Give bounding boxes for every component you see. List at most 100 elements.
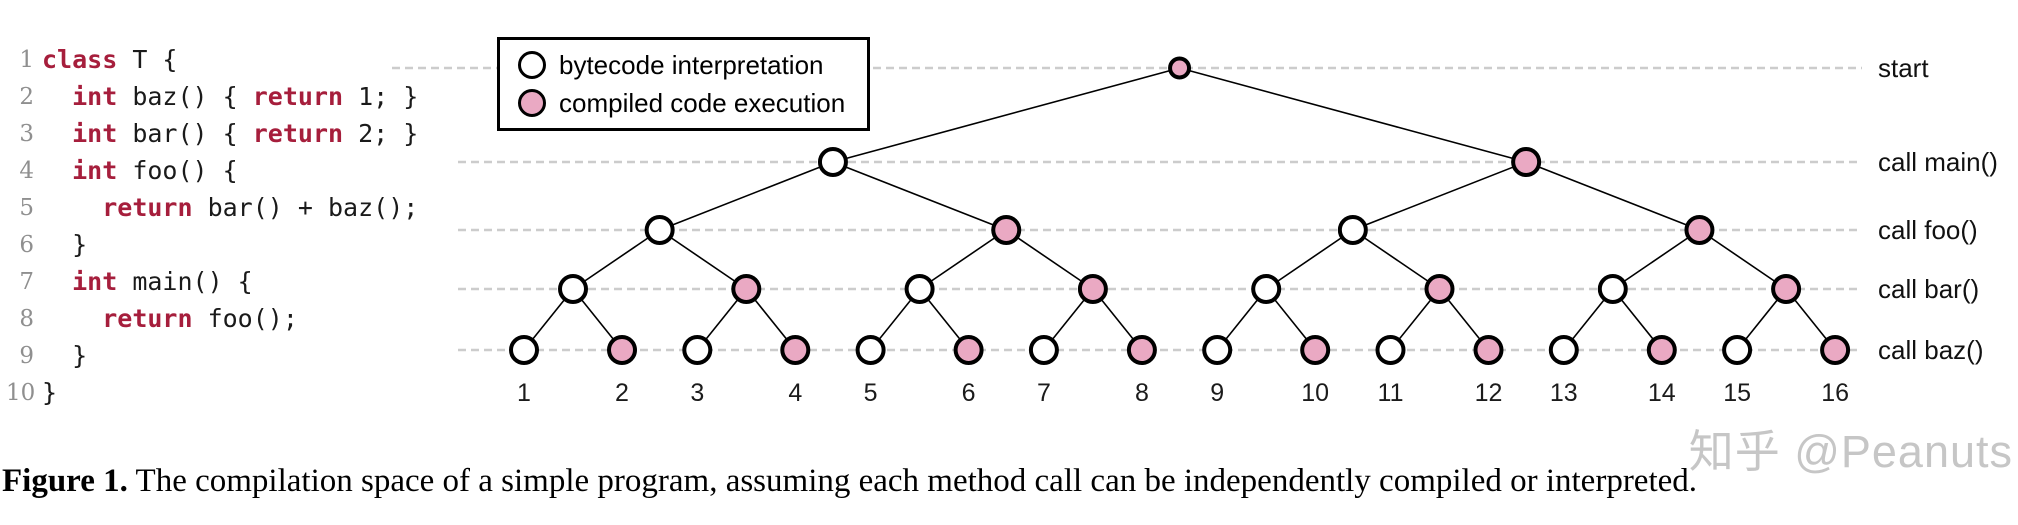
leaf-number: 13 bbox=[1550, 379, 1578, 407]
leaf-number: 11 bbox=[1378, 379, 1404, 407]
code-text: foo(); bbox=[192, 304, 298, 333]
code-text: foo() { bbox=[117, 156, 238, 185]
leaf-number: 6 bbox=[962, 379, 976, 407]
code-text: 1; } bbox=[343, 82, 419, 111]
tree-node-compiled bbox=[1126, 335, 1157, 365]
tree-node-compiled bbox=[1300, 335, 1331, 365]
tree-node-interpreted bbox=[558, 274, 588, 304]
tree-node-compiled bbox=[1077, 274, 1108, 304]
line-number: 1 bbox=[19, 46, 34, 73]
legend-label-compiled: compiled code execution bbox=[559, 87, 846, 118]
tree-edge bbox=[1265, 229, 1354, 290]
code-keyword: int bbox=[72, 82, 118, 111]
tree-edge bbox=[1525, 161, 1700, 231]
code-keyword: int bbox=[72, 156, 118, 185]
tree-node-compiled bbox=[991, 215, 1022, 245]
code-keyword: return bbox=[252, 82, 344, 111]
level-label: call baz() bbox=[1878, 335, 1983, 365]
code-text: main() { bbox=[117, 267, 253, 296]
tree-node-compiled bbox=[953, 335, 984, 365]
legend-label-interpreted: bytecode interpretation bbox=[559, 49, 824, 80]
tree-edge bbox=[1005, 229, 1094, 290]
code-keyword: int bbox=[72, 119, 118, 148]
tree-node-interpreted bbox=[1251, 274, 1282, 304]
tree-edge bbox=[832, 67, 1180, 163]
leaf-number: 3 bbox=[690, 379, 704, 407]
tree-node-compiled bbox=[1820, 335, 1851, 365]
legend: bytecode interpretation compiled code ex… bbox=[497, 37, 870, 131]
compilation-tree-diagram: start call main() call foo() call bar() call… bbox=[392, 53, 1998, 407]
tree-node-compiled bbox=[1684, 215, 1715, 245]
tree-node-interpreted bbox=[1202, 335, 1233, 365]
tree-node-interpreted bbox=[644, 215, 675, 245]
line-number: 2 bbox=[19, 83, 34, 110]
line-number: 9 bbox=[19, 342, 34, 369]
code-line: 8 return foo(); bbox=[6, 300, 418, 337]
code-line: 2 int baz() { return 1; } bbox=[6, 78, 418, 115]
line-number: 5 bbox=[19, 194, 34, 221]
code-line: 6 } bbox=[6, 226, 418, 263]
tree-node-compiled bbox=[607, 335, 637, 365]
tree-node-interpreted bbox=[817, 147, 848, 177]
tree-node-interpreted bbox=[855, 335, 886, 365]
code-line: 1 class T { bbox=[6, 41, 418, 78]
legend-row-interpreted: bytecode interpretation bbox=[518, 50, 867, 81]
code-keyword: return bbox=[102, 193, 193, 222]
tree-edge bbox=[659, 161, 834, 231]
tree-node-compiled bbox=[1473, 335, 1504, 365]
code-keyword: class bbox=[42, 45, 118, 74]
line-number: 7 bbox=[19, 268, 34, 295]
tree-edge bbox=[1179, 67, 1527, 163]
figure-caption-text: The compilation space of a simple progra… bbox=[127, 463, 1698, 499]
figure-caption-label: Figure 1. bbox=[2, 463, 128, 499]
tree-edge bbox=[832, 161, 1007, 231]
code-text: T { bbox=[117, 45, 178, 74]
level-label: call foo() bbox=[1878, 215, 1978, 245]
code-keyword: return bbox=[102, 304, 193, 333]
tree-node-interpreted bbox=[904, 274, 935, 304]
level-label: start bbox=[1878, 53, 1929, 83]
tree-node-interpreted bbox=[682, 335, 713, 365]
code-line: 4 int foo() { bbox=[6, 152, 418, 189]
level-label: call main() bbox=[1878, 147, 1998, 177]
leaf-number: 10 bbox=[1301, 379, 1329, 407]
leaf-number: 14 bbox=[1648, 379, 1676, 407]
leaf-number: 16 bbox=[1821, 379, 1849, 407]
code-text: bar() { bbox=[117, 119, 253, 148]
level-label: call bar() bbox=[1878, 274, 1979, 304]
code-text: } bbox=[42, 341, 88, 370]
code-text: baz() { bbox=[117, 82, 253, 111]
tree-node-interpreted bbox=[1722, 335, 1753, 365]
compiled-circle-icon bbox=[518, 89, 546, 117]
tree-node-interpreted bbox=[1548, 335, 1579, 365]
tree-edge bbox=[1352, 161, 1527, 231]
code-keyword: int bbox=[72, 267, 118, 296]
tree-node-compiled bbox=[1511, 147, 1542, 177]
tree-edge bbox=[1698, 229, 1787, 290]
code-text: } bbox=[42, 230, 88, 259]
leaf-number: 4 bbox=[788, 379, 802, 407]
legend-row-compiled: compiled code execution bbox=[518, 88, 867, 119]
leaf-number: 7 bbox=[1037, 379, 1051, 407]
code-text: } bbox=[42, 378, 58, 407]
leaf-number: 15 bbox=[1723, 379, 1751, 407]
code-line: 5 return bar() + baz(); bbox=[6, 189, 418, 226]
tree-node-interpreted bbox=[509, 335, 539, 365]
tree-node-compiled bbox=[731, 274, 762, 304]
tree-node-compiled bbox=[1646, 335, 1677, 365]
code-listing: 1 class T {2 int baz() { return 1; } 3 int… bbox=[6, 41, 418, 411]
line-number: 3 bbox=[19, 120, 34, 147]
interpreted-circle-icon bbox=[518, 51, 546, 79]
tree-edge bbox=[572, 229, 661, 290]
code-line: 3 int bar() { return 2; } bbox=[6, 115, 418, 152]
tree-edge bbox=[919, 229, 1007, 290]
tree-node-interpreted bbox=[1028, 335, 1059, 365]
line-number: 4 bbox=[19, 157, 34, 184]
line-number: 6 bbox=[19, 231, 34, 258]
tree-edge bbox=[1352, 229, 1440, 290]
watermark: 知乎 @Peanuts bbox=[1688, 426, 2013, 477]
tree-node-compiled bbox=[1168, 56, 1192, 80]
tree-node-interpreted bbox=[1597, 274, 1628, 304]
leaf-number: 12 bbox=[1475, 379, 1503, 407]
leaf-number: 2 bbox=[615, 379, 629, 407]
